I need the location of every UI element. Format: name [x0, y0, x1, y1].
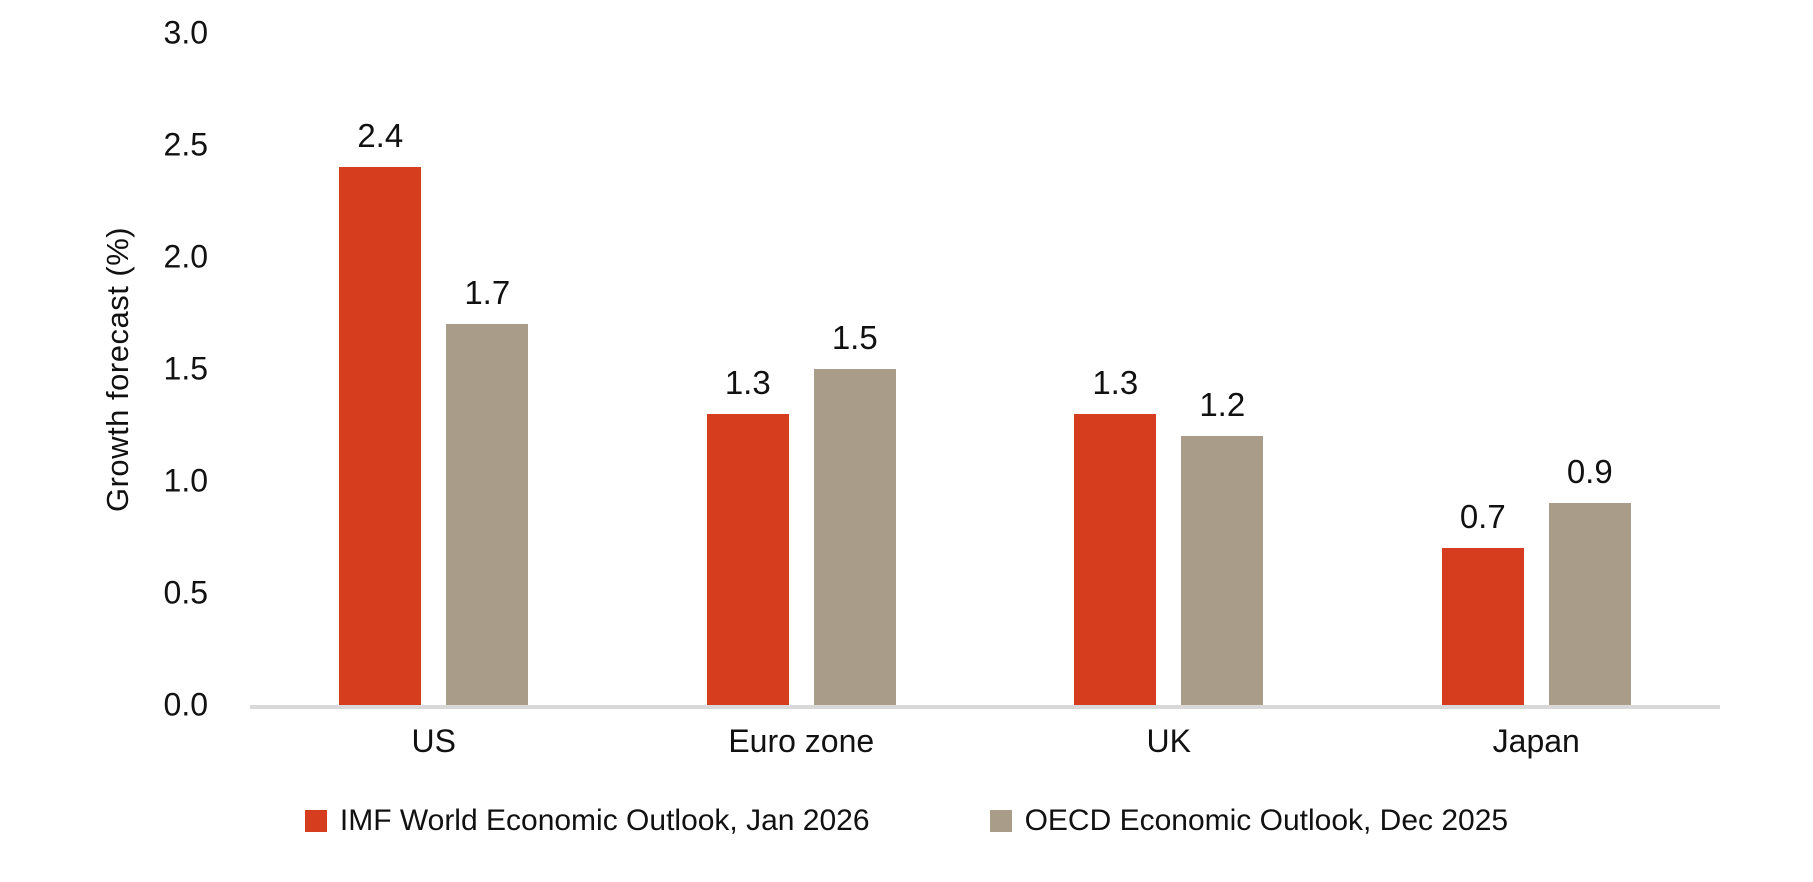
bar-value-label-euro-zone-oecd: 1.5	[831, 319, 878, 356]
x-axis-labels: US Euro zone UK Japan	[250, 723, 1720, 760]
bar-value-label-uk-oecd: 1.2	[1199, 386, 1246, 424]
x-axis-label-euro-zone: Euro zone	[728, 723, 875, 759]
plot-area: 2.4 1.7 1.3 1.5 1.3 1.2 0.7 0.9 3.0 2.5 2.0 1.5 1.0…	[164, 15, 1720, 723]
legend-swatch-icon-imf	[304, 810, 327, 832]
x-axis-label-uk: UK	[1146, 723, 1191, 759]
y-tick-label-2-0: 2.0	[163, 238, 208, 275]
legend-label-imf: IMF World Economic Outlook, Jan 2026	[339, 804, 870, 837]
bar-japan-oecd	[1548, 503, 1631, 705]
legend: IMF World Economic Outlook, Jan 2026 OECD…	[0, 804, 1813, 838]
bar-value-label-euro-zone-imf: 1.3	[724, 363, 771, 401]
bar-col-euro-zone-oecd: 1.5	[813, 33, 896, 705]
y-tick-label-2-5: 2.5	[163, 126, 208, 163]
bar-group-us: 2.4 1.7	[250, 33, 618, 705]
bar-group-japan: 0.7 0.9	[1353, 33, 1721, 705]
bar-value-label-us-oecd: 1.7	[464, 274, 511, 312]
bar-group-euro-zone: 1.3 1.5	[618, 33, 986, 705]
bar-uk-oecd	[1181, 436, 1264, 705]
x-axis-line	[250, 705, 1720, 709]
bar-col-japan-imf: 0.7	[1441, 33, 1524, 705]
bar-groups: 2.4 1.7 1.3 1.5 1.3 1.2 0.7 0.9	[250, 33, 1720, 705]
bar-col-uk-imf: 1.3	[1074, 33, 1157, 705]
bar-uk-imf	[1074, 413, 1157, 705]
bar-japan-imf	[1441, 548, 1524, 705]
bar-group-uk: 1.3 1.2	[985, 33, 1353, 705]
y-tick-label-0-5: 0.5	[163, 574, 208, 611]
bar-euro-zone-imf	[706, 413, 789, 705]
y-axis-title: Growth forecast (%)	[100, 226, 135, 512]
bar-euro-zone-oecd	[813, 369, 896, 705]
bar-col-japan-oecd: 0.9	[1548, 33, 1631, 705]
bar-value-label-us-imf: 2.4	[357, 117, 404, 155]
bar-value-label-japan-imf: 0.7	[1459, 498, 1506, 536]
bar-value-label-japan-oecd: 0.9	[1566, 453, 1613, 491]
bar-us-oecd	[446, 324, 529, 705]
bar-col-euro-zone-imf: 1.3	[706, 33, 789, 705]
bar-us-imf	[339, 167, 422, 705]
legend-item-imf: IMF World Economic Outlook, Jan 2026	[304, 804, 870, 838]
bar-col-us-oecd: 1.7	[446, 33, 529, 705]
legend-label-oecd: OECD Economic Outlook, Dec 2025	[1024, 804, 1509, 837]
y-tick-label-1-5: 1.5	[163, 350, 208, 387]
x-axis-label-japan: Japan	[1492, 723, 1580, 759]
x-axis-label-us: US	[411, 723, 456, 759]
legend-swatch-icon-oecd	[989, 810, 1012, 832]
bar-col-uk-oecd: 1.2	[1181, 33, 1264, 705]
bar-value-label-uk-imf: 1.3	[1092, 363, 1139, 401]
y-tick-label-1-0: 1.0	[163, 462, 208, 499]
y-tick-label-0-0: 0.0	[163, 686, 208, 723]
legend-item-oecd: OECD Economic Outlook, Dec 2025	[989, 804, 1509, 838]
bar-col-us-imf: 2.4	[339, 33, 422, 705]
y-tick-label-3-0: 3.0	[163, 14, 208, 51]
